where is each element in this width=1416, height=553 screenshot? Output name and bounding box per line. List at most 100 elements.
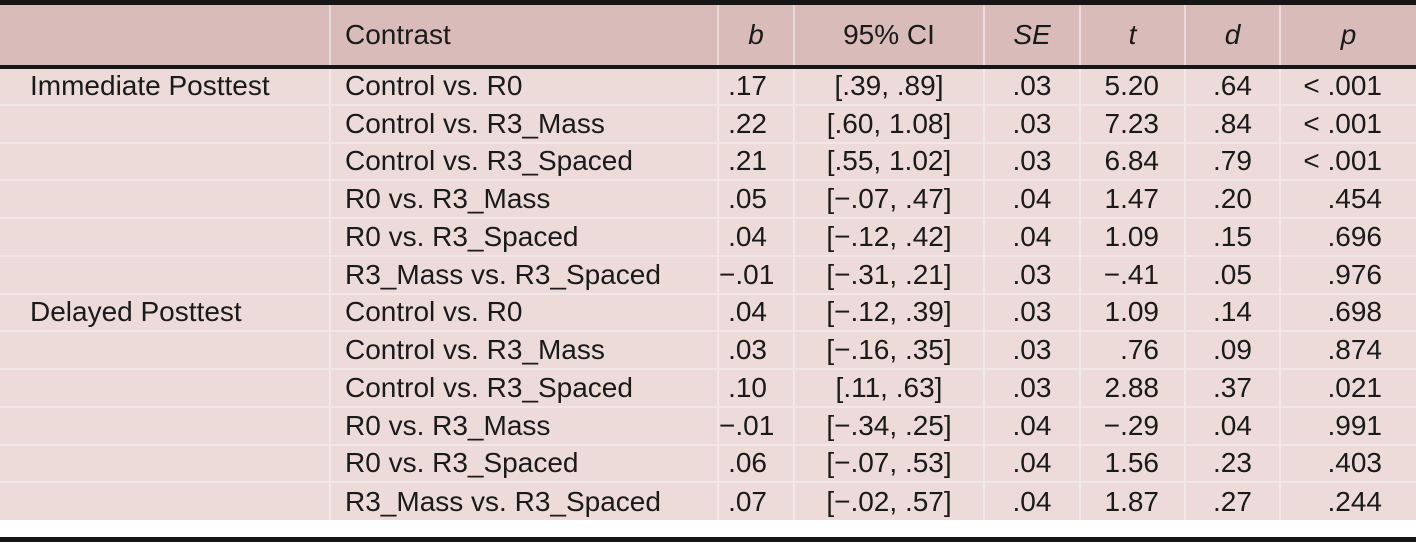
cell-d: .27	[1184, 481, 1280, 520]
cell-contrast: Control vs. R3_Mass	[329, 103, 718, 143]
cell-b: .04	[717, 217, 794, 256]
cell-se: .03	[983, 254, 1080, 294]
cell-b: .06	[717, 443, 794, 483]
cell-b: .17	[717, 67, 794, 105]
section-label	[0, 254, 330, 294]
column-header-ci: 95% CI	[793, 5, 984, 69]
cell-p: .976	[1279, 254, 1416, 294]
section-label	[0, 103, 330, 143]
cell-d: .04	[1184, 405, 1280, 445]
column-header-se: SE	[983, 5, 1080, 69]
top-rule	[0, 0, 1416, 5]
cell-ci: [.60, 1.08]	[793, 103, 984, 143]
cell-t: 1.09	[1079, 217, 1185, 256]
cell-t: .76	[1079, 330, 1185, 369]
cell-b: .05	[717, 179, 794, 218]
cell-d: .79	[1184, 141, 1280, 181]
cell-b: .04	[717, 292, 794, 332]
cell-t: 1.09	[1079, 292, 1185, 332]
cell-se: .04	[983, 217, 1080, 256]
cell-b: .03	[717, 330, 794, 369]
cell-t: 1.47	[1079, 179, 1185, 218]
bottom-rule	[0, 537, 1416, 542]
header-row: Contrast b 95% CI SE t d p	[0, 5, 1416, 69]
cell-contrast: R0 vs. R3_Mass	[329, 179, 718, 218]
cell-b: −.01	[717, 405, 794, 445]
cell-t: 2.88	[1079, 368, 1185, 407]
contrasts-table: Contrast b 95% CI SE t d p Immediate Pos…	[0, 5, 1416, 520]
cell-ci: [.55, 1.02]	[793, 141, 984, 181]
cell-d: .14	[1184, 292, 1280, 332]
column-header-section	[0, 5, 330, 69]
cell-contrast: R0 vs. R3_Mass	[329, 405, 718, 445]
cell-d: .64	[1184, 67, 1280, 105]
cell-d: .15	[1184, 217, 1280, 256]
section-label	[0, 179, 330, 218]
section-label	[0, 481, 330, 520]
cell-p: .454	[1279, 179, 1416, 218]
cell-b: .21	[717, 141, 794, 181]
cell-se: .04	[983, 405, 1080, 445]
cell-t: 1.56	[1079, 443, 1185, 483]
table-row: R3_Mass vs. R3_Spaced −.01 [−.31, .21] .03−…	[0, 254, 1416, 294]
column-header-t: t	[1079, 5, 1185, 69]
section-label	[0, 141, 330, 181]
cell-t: 1.87	[1079, 481, 1185, 520]
section-label	[0, 443, 330, 483]
cell-contrast: R0 vs. R3_Spaced	[329, 443, 718, 483]
cell-contrast: Control vs. R0	[329, 292, 718, 332]
cell-se: .03	[983, 141, 1080, 181]
table-row: R0 vs. R3_Mass .05 [−.07, .47] .04 1.47.20.4…	[0, 179, 1416, 218]
cell-se: .03	[983, 330, 1080, 369]
cell-contrast: Control vs. R3_Spaced	[329, 368, 718, 407]
cell-p: .244	[1279, 481, 1416, 520]
table-row: Control vs. R3_Spaced .10 [.11, .63] .03 2.8…	[0, 368, 1416, 407]
cell-ci: [−.31, .21]	[793, 254, 984, 294]
section-label	[0, 405, 330, 445]
cell-b: .10	[717, 368, 794, 407]
cell-se: .04	[983, 481, 1080, 520]
cell-d: .37	[1184, 368, 1280, 407]
table-row: R0 vs. R3_Mass −.01 [−.34, .25] .04 −.29.04.…	[0, 405, 1416, 445]
cell-ci: [−.12, .42]	[793, 217, 984, 256]
cell-contrast: R3_Mass vs. R3_Spaced	[329, 254, 718, 294]
table-row: R3_Mass vs. R3_Spaced .07 [−.02, .57] .04 1.…	[0, 481, 1416, 520]
cell-se: .04	[983, 443, 1080, 483]
cell-b: −.01	[717, 254, 794, 294]
cell-contrast: Control vs. R0	[329, 67, 718, 105]
cell-ci: [.11, .63]	[793, 368, 984, 407]
cell-ci: [−.07, .47]	[793, 179, 984, 218]
cell-contrast: Control vs. R3_Spaced	[329, 141, 718, 181]
cell-t: 7.23	[1079, 103, 1185, 143]
cell-d: .23	[1184, 443, 1280, 483]
column-header-b: b	[717, 5, 794, 69]
table-row: R0 vs. R3_Spaced .06 [−.07, .53] .04 1.56.23…	[0, 443, 1416, 483]
cell-ci: [−.02, .57]	[793, 481, 984, 520]
cell-t: −.29	[1079, 405, 1185, 445]
section-label: Immediate Posttest	[30, 70, 270, 102]
section-label: Delayed Posttest	[0, 292, 330, 332]
cell-contrast: R3_Mass vs. R3_Spaced	[329, 481, 718, 520]
section-label	[0, 217, 330, 256]
cell-t: 5.20	[1079, 67, 1185, 105]
column-header-d: d	[1184, 5, 1280, 69]
cell-p: .021	[1279, 368, 1416, 407]
cell-ci: [−.12, .39]	[793, 292, 984, 332]
cell-p: < .001	[1279, 67, 1416, 105]
cell-d: .05	[1184, 254, 1280, 294]
table-row: Delayed Posttest Control vs. R0.04 [−.12, …	[0, 292, 1416, 332]
cell-p: .874	[1279, 330, 1416, 369]
cell-b: .07	[717, 481, 794, 520]
section-label	[0, 368, 330, 407]
cell-d: .09	[1184, 330, 1280, 369]
cell-p: .991	[1279, 405, 1416, 445]
column-header-p: p	[1279, 5, 1416, 69]
cell-se: .04	[983, 179, 1080, 218]
cell-p: .696	[1279, 217, 1416, 256]
cell-se: .03	[983, 67, 1080, 105]
cell-p: < .001	[1279, 103, 1416, 143]
column-header-contrast: Contrast	[329, 5, 718, 69]
cell-d: .84	[1184, 103, 1280, 143]
cell-se: .03	[983, 368, 1080, 407]
